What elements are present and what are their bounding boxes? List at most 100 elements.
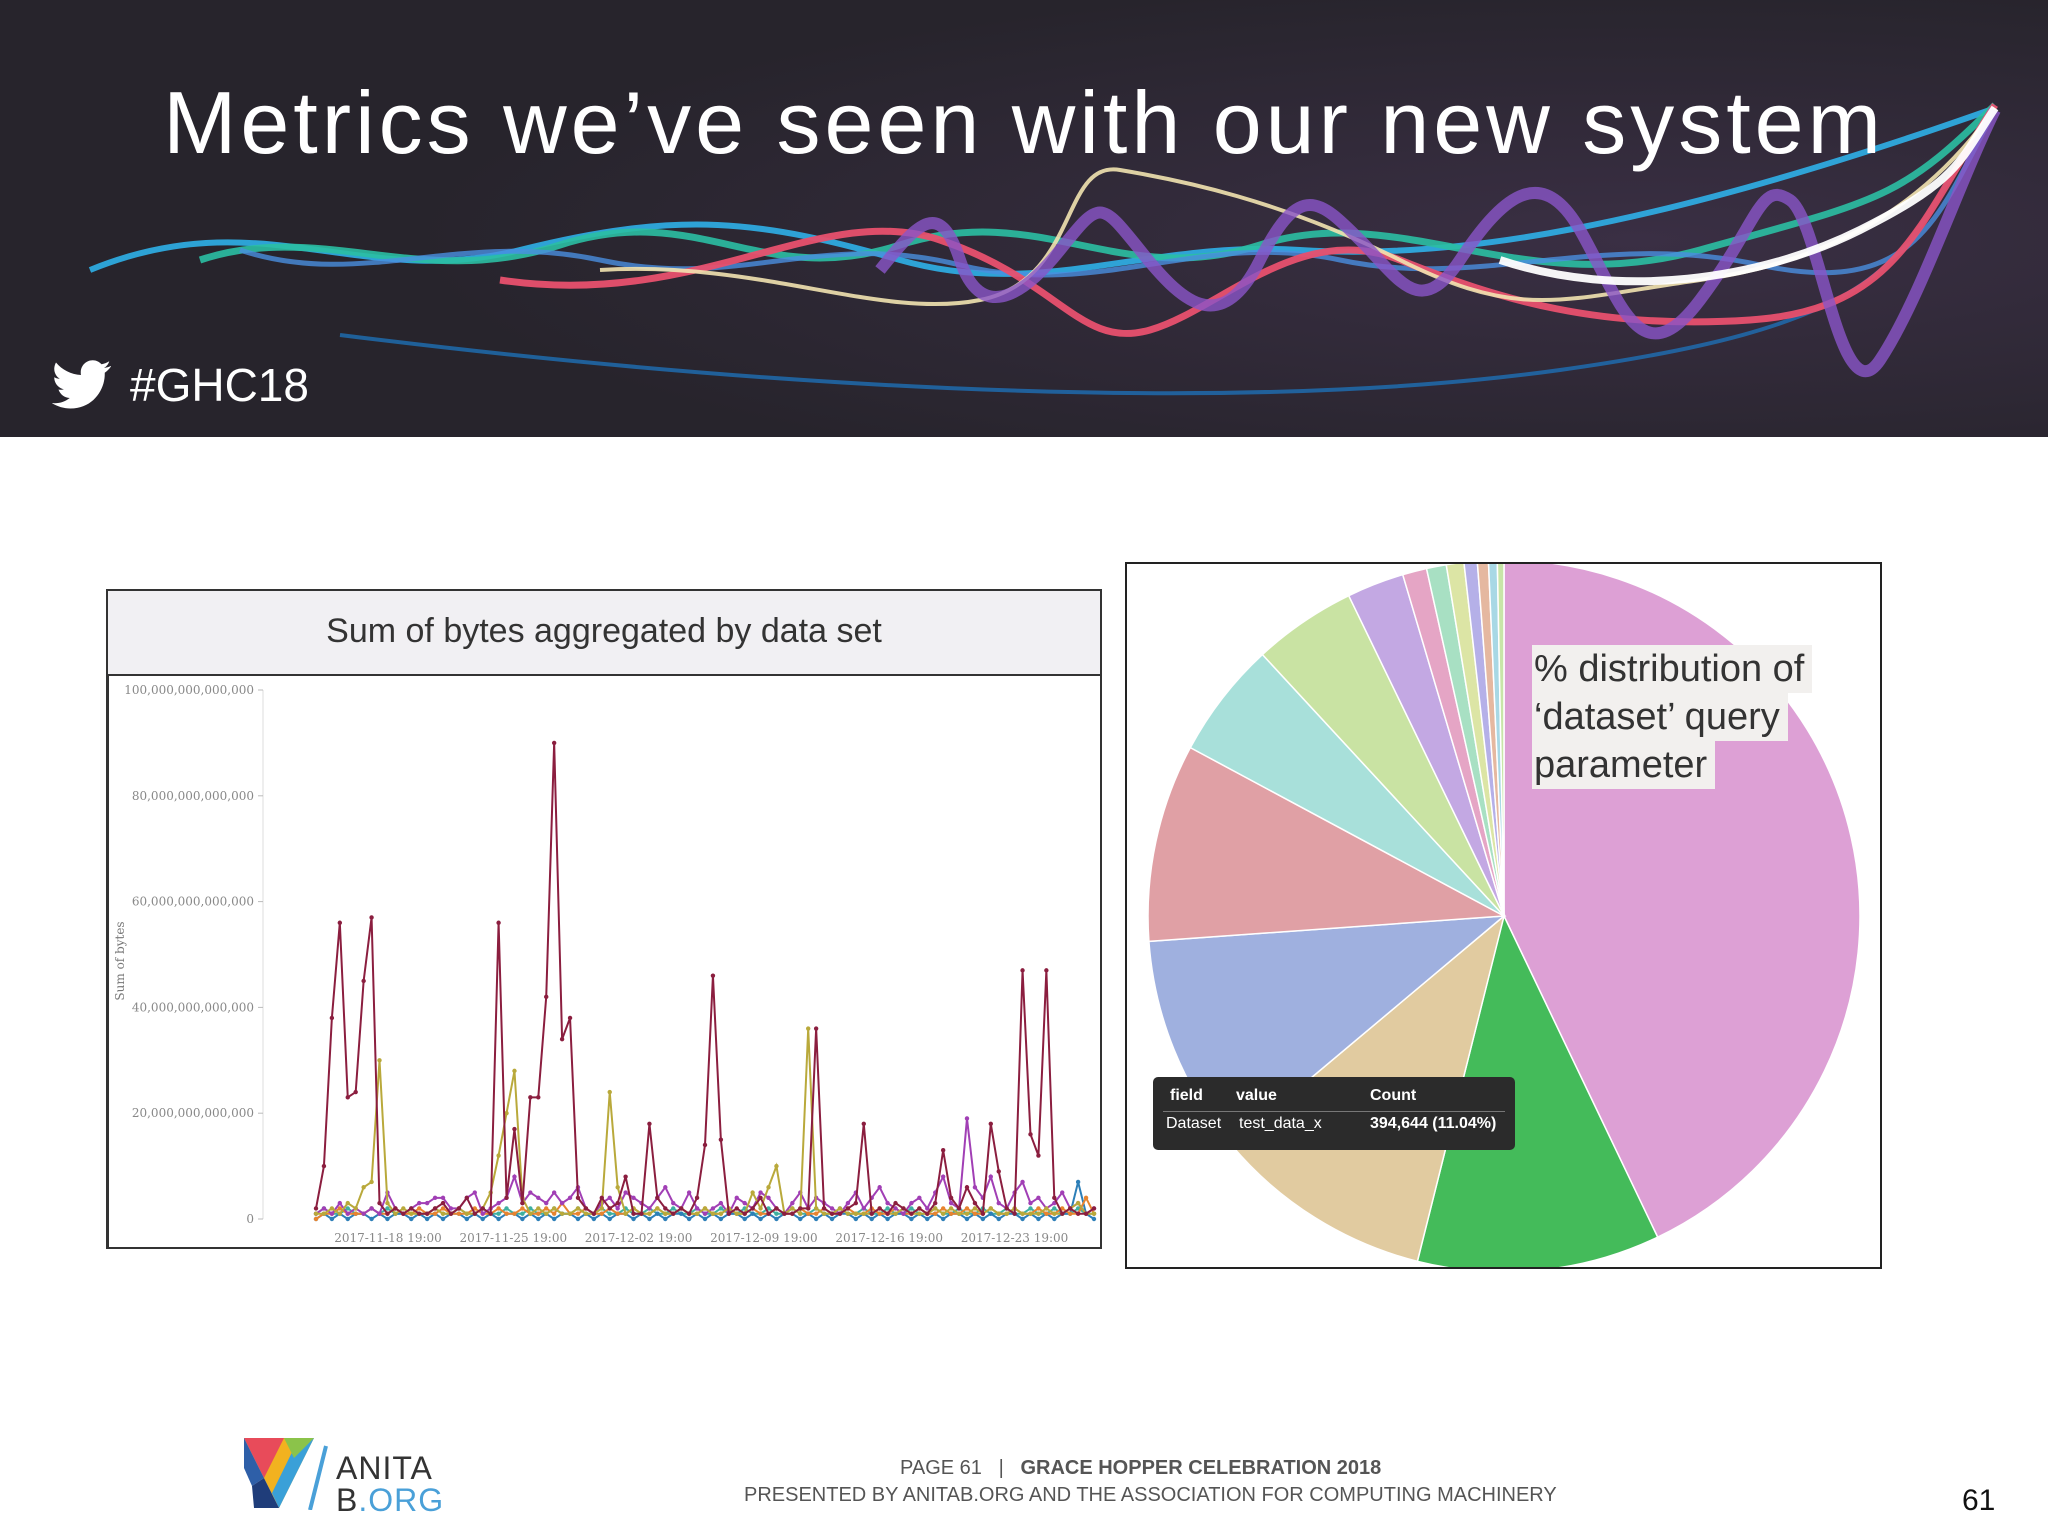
data-point (678, 1206, 684, 1211)
pie-slice[interactable] (1487, 564, 1505, 917)
pie-label-line-3: parameter (1532, 741, 1716, 789)
data-point (671, 1200, 676, 1206)
data-point (377, 1058, 382, 1063)
data-point (520, 1200, 525, 1206)
data-point (559, 1200, 565, 1206)
data-point (758, 1216, 763, 1222)
data-point (1036, 1195, 1041, 1201)
data-point (806, 1026, 811, 1031)
data-point (575, 1211, 581, 1216)
data-point (1083, 1211, 1089, 1216)
data-point (845, 1200, 851, 1206)
x-tick-label: 2017-11-25 19:00 (460, 1231, 568, 1245)
data-point (885, 1200, 890, 1206)
data-point (933, 1206, 938, 1211)
data-point (996, 1216, 1001, 1222)
data-point (798, 1216, 803, 1222)
data-point (774, 1216, 779, 1222)
data-point (607, 1211, 612, 1216)
data-point (877, 1211, 882, 1216)
data-point (321, 1211, 327, 1216)
data-point (686, 1211, 692, 1216)
pie-slice[interactable] (1496, 564, 1505, 917)
data-point (536, 1216, 541, 1222)
pie-slice[interactable] (1445, 564, 1505, 917)
data-point (369, 1216, 374, 1222)
data-point (385, 1216, 390, 1222)
data-point (448, 1211, 454, 1216)
data-point (718, 1137, 724, 1142)
data-point (750, 1190, 755, 1195)
data-point (853, 1211, 859, 1216)
data-point (1028, 1132, 1033, 1137)
data-point (1036, 1153, 1041, 1158)
hashtag-text: #GHC18 (130, 359, 309, 411)
data-point (536, 1195, 541, 1201)
data-point (718, 1216, 724, 1222)
data-point (623, 1174, 628, 1179)
data-point (544, 1211, 549, 1216)
data-point (758, 1195, 763, 1201)
data-point (599, 1211, 604, 1216)
data-point (424, 1211, 430, 1216)
pie-slice[interactable] (1416, 913, 1659, 1267)
twitter-bird-icon (52, 360, 111, 409)
tooltip-header-count: Count (1370, 1087, 1417, 1104)
data-point (1028, 1211, 1033, 1216)
series-line (316, 1028, 1094, 1216)
data-point (972, 1211, 978, 1216)
anitab-logo-text: ANITA B.ORG (336, 1452, 444, 1516)
data-point (615, 1185, 620, 1190)
data-point (361, 978, 366, 984)
data-point (718, 1206, 724, 1211)
line-chart-title: Sum of bytes aggregated by data set (108, 591, 1100, 676)
data-point (806, 1206, 811, 1211)
data-point (551, 740, 557, 746)
data-point (337, 1206, 343, 1211)
data-point (512, 1211, 517, 1216)
data-point (647, 1216, 652, 1222)
data-point (329, 1015, 335, 1021)
data-point (782, 1211, 787, 1216)
logo-line-2-org: .ORG (358, 1482, 445, 1518)
data-point (631, 1216, 636, 1222)
pie-slice[interactable] (1463, 564, 1505, 917)
data-point (1044, 1206, 1049, 1211)
data-point (988, 1206, 993, 1211)
data-point (964, 1211, 970, 1216)
data-point (917, 1211, 922, 1216)
data-point (940, 1174, 946, 1179)
data-point (774, 1206, 779, 1211)
data-point (313, 1206, 319, 1211)
data-point (369, 915, 374, 920)
pie-slice[interactable] (1147, 746, 1507, 943)
data-point (837, 1206, 843, 1211)
data-point (790, 1211, 795, 1216)
data-point (750, 1211, 755, 1216)
data-point (663, 1185, 668, 1190)
pie-slice[interactable] (1476, 564, 1505, 917)
data-point (409, 1216, 414, 1222)
data-point (345, 1211, 350, 1216)
data-point (329, 1216, 335, 1222)
data-point (401, 1211, 406, 1216)
data-point (1012, 1211, 1017, 1216)
data-point (432, 1211, 438, 1216)
decorative-waves (0, 0, 2048, 437)
data-point (972, 1185, 978, 1190)
data-point (702, 1142, 708, 1148)
data-point (758, 1206, 763, 1211)
data-point (1044, 968, 1049, 973)
data-point (1028, 1200, 1033, 1206)
tooltip-divider (1163, 1111, 1505, 1112)
tooltip-header-row: field value Count (1153, 1087, 1515, 1113)
data-point (353, 1206, 358, 1211)
data-point (639, 1211, 644, 1216)
data-point (369, 1179, 374, 1185)
data-point (940, 1148, 946, 1153)
data-point (559, 1211, 565, 1216)
data-point (385, 1206, 390, 1211)
data-point (369, 1206, 374, 1211)
data-point (504, 1111, 509, 1116)
data-point (1052, 1206, 1057, 1211)
